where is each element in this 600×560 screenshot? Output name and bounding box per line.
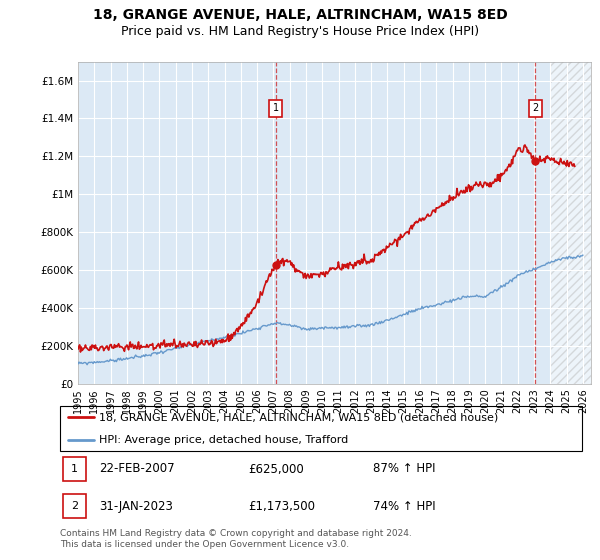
Bar — [62, 494, 86, 519]
Text: 18, GRANGE AVENUE, HALE, ALTRINCHAM, WA15 8ED: 18, GRANGE AVENUE, HALE, ALTRINCHAM, WA1… — [92, 8, 508, 22]
Text: 1: 1 — [71, 464, 78, 474]
Text: 74% ↑ HPI: 74% ↑ HPI — [373, 500, 436, 512]
Text: 1: 1 — [272, 103, 278, 113]
Text: HPI: Average price, detached house, Trafford: HPI: Average price, detached house, Traf… — [99, 435, 349, 445]
Text: 2: 2 — [71, 501, 78, 511]
Text: 87% ↑ HPI: 87% ↑ HPI — [373, 463, 436, 475]
Text: £625,000: £625,000 — [248, 463, 304, 475]
Text: 2: 2 — [532, 103, 538, 113]
Text: 18, GRANGE AVENUE, HALE, ALTRINCHAM, WA15 8ED (detached house): 18, GRANGE AVENUE, HALE, ALTRINCHAM, WA1… — [99, 412, 499, 422]
Bar — [62, 457, 86, 481]
Text: Contains HM Land Registry data © Crown copyright and database right 2024.
This d: Contains HM Land Registry data © Crown c… — [60, 529, 412, 549]
Text: £1,173,500: £1,173,500 — [248, 500, 315, 512]
Bar — [550, 62, 591, 384]
Text: Price paid vs. HM Land Registry's House Price Index (HPI): Price paid vs. HM Land Registry's House … — [121, 25, 479, 38]
Text: 31-JAN-2023: 31-JAN-2023 — [99, 500, 173, 512]
Text: 22-FEB-2007: 22-FEB-2007 — [99, 463, 175, 475]
